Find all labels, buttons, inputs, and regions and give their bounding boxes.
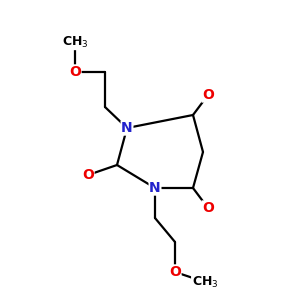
Text: O: O [69,65,81,79]
Text: O: O [82,168,94,182]
Text: N: N [121,121,133,135]
Text: O: O [169,265,181,279]
Text: O: O [202,88,214,102]
Text: O: O [202,201,214,215]
Text: CH$_3$: CH$_3$ [62,34,88,50]
Text: CH$_3$: CH$_3$ [192,274,218,290]
Text: N: N [149,181,161,195]
